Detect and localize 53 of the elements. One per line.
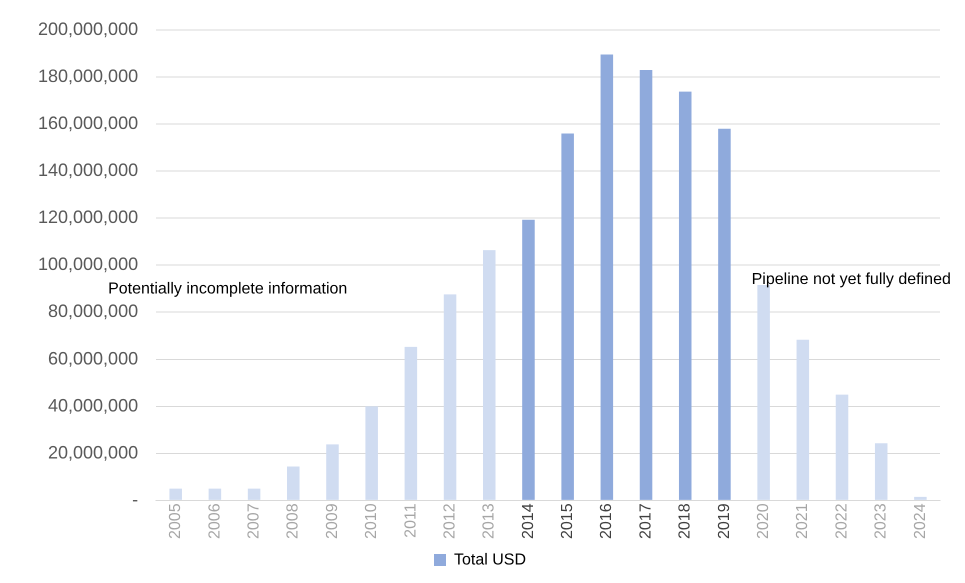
y-tick-label: 80,000,000 [48, 301, 138, 322]
bar [444, 294, 456, 500]
y-tick-label: 200,000,000 [38, 18, 138, 39]
y-tick-label: 160,000,000 [38, 113, 138, 134]
bar [561, 133, 574, 500]
annotation: Pipeline not yet fully defined [752, 271, 951, 288]
x-tick-label: 2013 [480, 503, 498, 539]
bar [326, 444, 339, 500]
x-tick-label: 2017 [637, 503, 654, 539]
y-tick-label: 140,000,000 [38, 160, 138, 180]
bar [874, 443, 888, 500]
y-tick-label: 100,000,000 [38, 254, 138, 274]
x-tick-label: 2010 [363, 503, 380, 539]
legend-label: Total USD [454, 551, 526, 568]
bar [718, 128, 731, 500]
y-tick-label: - [132, 489, 138, 510]
bar [678, 92, 692, 500]
x-tick-label: 2020 [755, 503, 772, 539]
bar [208, 488, 222, 500]
y-tick-label: 180,000,000 [38, 66, 138, 86]
y-tick-label: 120,000,000 [38, 207, 138, 228]
y-tick-label: 60,000,000 [48, 348, 138, 368]
x-tick-label: 2008 [284, 503, 302, 539]
x-tick-label: 2006 [206, 503, 224, 539]
bar [287, 466, 300, 500]
bar [169, 488, 182, 500]
y-tick-label: 40,000,000 [48, 395, 138, 416]
x-tick-label: 2021 [794, 503, 812, 539]
bar [248, 488, 260, 500]
x-tick-label: 2022 [833, 503, 850, 539]
bar [640, 70, 652, 500]
x-tick-label: 2019 [716, 503, 733, 539]
bar [914, 496, 927, 500]
x-tick-label: 2007 [245, 503, 262, 539]
x-tick-label: 2023 [872, 503, 890, 539]
x-tick-label: 2005 [167, 503, 184, 539]
x-tick-label: 2011 [402, 503, 420, 538]
bar [836, 394, 848, 500]
bar [796, 340, 810, 500]
x-tick-label: 2015 [559, 503, 576, 539]
x-tick-label: 2024 [912, 503, 929, 539]
x-tick-label: 2016 [598, 503, 616, 539]
y-tick-label: 20,000,000 [48, 442, 138, 462]
annotation: Potentially incomplete information [108, 280, 348, 298]
bar [404, 346, 418, 500]
x-tick-label: 2018 [676, 503, 694, 539]
x-tick-label: 2012 [441, 503, 458, 539]
x-tick-label: 2009 [324, 503, 341, 539]
x-tick-label: 2014 [520, 503, 537, 539]
bar [522, 220, 535, 500]
bar [482, 250, 496, 500]
bar [365, 406, 378, 500]
bar [600, 54, 614, 500]
